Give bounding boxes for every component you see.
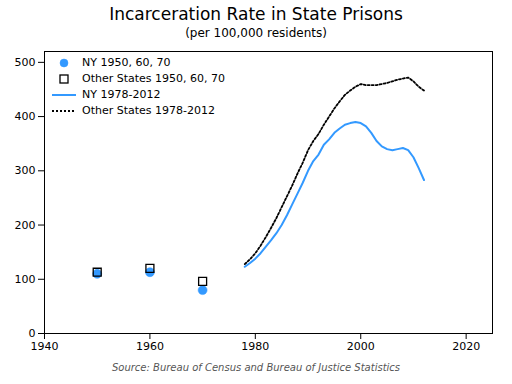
svg-text:1960: 1960: [136, 340, 164, 353]
html-text:Incarceration Rate in State Pr: Incarceration Rate in State Prisons: [109, 4, 403, 24]
svg-text:100: 100: [15, 273, 36, 286]
svg-text:2020: 2020: [452, 340, 480, 353]
svg-text:2000: 2000: [347, 340, 375, 353]
svg-text:1940: 1940: [31, 340, 59, 353]
svg-text:1980: 1980: [241, 340, 269, 353]
svg-text:0: 0: [29, 327, 36, 340]
svg-text:200: 200: [15, 219, 36, 232]
svg-text:300: 300: [15, 164, 36, 177]
html-text:Other States 1978-2012: Other States 1978-2012: [82, 104, 215, 117]
html-text:Source: Bureau of Census and B: Source: Bureau of Census and Bureau of J…: [111, 362, 400, 373]
html-text:(per 100,000 residents): (per 100,000 residents): [185, 26, 327, 40]
svg-text:500: 500: [15, 56, 36, 69]
html-text:NY 1978-2012: NY 1978-2012: [82, 88, 161, 101]
html-text:Other States 1950, 60, 70: Other States 1950, 60, 70: [82, 72, 226, 85]
html-text:NY 1950, 60, 70: NY 1950, 60, 70: [82, 56, 171, 69]
svg-text:400: 400: [15, 110, 36, 123]
